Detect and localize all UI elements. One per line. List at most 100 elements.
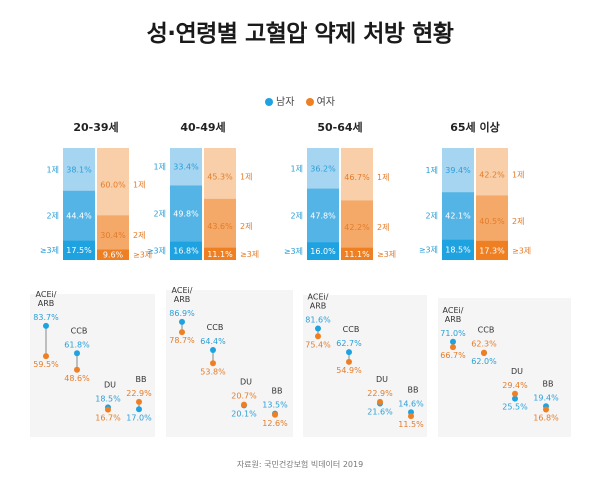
- bar-segment-female: [204, 148, 236, 199]
- category-label-male: 1제: [291, 164, 303, 173]
- bar-label-male: 16.8%: [173, 247, 199, 256]
- dumbbell-label-female: 78.7%: [169, 336, 195, 345]
- bar-label-female: 17.3%: [479, 246, 505, 255]
- bar-segment-female: [341, 200, 373, 248]
- category-label-male: ≥3제: [147, 247, 166, 256]
- dumbbell-label-male: 17.0%: [126, 413, 152, 422]
- category-label-female: 1제: [512, 171, 524, 180]
- dumbbell-point-female: [450, 344, 456, 351]
- legend-item-female: 여자: [305, 93, 335, 108]
- dumbbell-point-female: [241, 401, 247, 408]
- dumbbell-label-female: 29.4%: [502, 381, 528, 390]
- legend: 남자 여자: [0, 93, 600, 108]
- bar-label-male: 42.1%: [445, 212, 471, 221]
- category-label-female: 2제: [240, 222, 252, 231]
- drug-class-label: DU: [376, 375, 388, 384]
- category-label-female: 1제: [377, 173, 389, 182]
- dumbbell-label-male: 71.0%: [440, 329, 466, 338]
- dumbbell-label-male: 83.7%: [33, 313, 59, 322]
- dumbbell-panel-bg: [438, 298, 571, 437]
- dumbbell-label-male: 64.4%: [200, 337, 226, 346]
- bar-label-male: 38.1%: [66, 165, 92, 174]
- drug-class-label: ARB: [445, 315, 462, 324]
- bar-segment-female: [204, 198, 236, 248]
- drug-class-label: BB: [543, 379, 554, 388]
- drug-class-label: ACEi/: [443, 306, 464, 315]
- dumbbell-label-male: 21.6%: [367, 408, 393, 417]
- category-label-male: 1제: [426, 166, 438, 175]
- category-label-female: 2제: [133, 231, 145, 240]
- bar-label-female: 42.2%: [479, 171, 505, 180]
- dumbbell-label-male: 20.1%: [231, 409, 257, 418]
- dumbbell-label-male: 86.9%: [169, 309, 195, 318]
- dumbbell-panel-bg: [166, 290, 293, 437]
- dumbbell-point-male: [346, 349, 352, 356]
- dumbbell-label-female: 75.4%: [305, 340, 331, 349]
- category-label-male: ≥3제: [419, 246, 438, 255]
- bar-label-female: 9.6%: [103, 251, 124, 260]
- dumbbell-point-male: [179, 318, 185, 325]
- dumbbell-point-female: [377, 398, 383, 405]
- dumbbell-label-male: 13.5%: [262, 401, 288, 410]
- bar-segment-male: [307, 148, 339, 189]
- age-group-title: 65세 이상: [450, 120, 500, 134]
- drug-class-label: DU: [511, 367, 523, 376]
- dumbbell-label-female: 62.3%: [471, 340, 497, 349]
- dumbbell-point-female: [105, 406, 111, 413]
- bar-segment-male: [442, 239, 474, 260]
- dumbbell-panel-bg: [303, 295, 427, 437]
- category-label-male: 2제: [426, 212, 438, 221]
- bar-label-female: 30.4%: [100, 231, 126, 240]
- dumbbell-label-male: 14.6%: [398, 399, 424, 408]
- category-label-female: 2제: [512, 217, 524, 226]
- dumbbell-label-male: 19.4%: [533, 393, 559, 402]
- category-label-male: 2제: [291, 211, 303, 220]
- bar-label-male: 39.4%: [445, 166, 471, 175]
- dumbbell-point-female: [272, 411, 278, 418]
- bar-label-male: 33.4%: [173, 163, 199, 172]
- bar-label-male: 36.2%: [310, 164, 336, 173]
- bar-label-female: 45.3%: [207, 172, 233, 181]
- dumbbell-point-male: [43, 322, 49, 329]
- legend-swatch-male: [265, 98, 273, 106]
- drug-class-label: ACEi/: [172, 286, 193, 295]
- dumbbell-point-female: [43, 353, 49, 360]
- dumbbell-point-female: [179, 329, 185, 336]
- category-label-male: 1제: [47, 165, 59, 174]
- bar-label-female: 11.1%: [344, 250, 370, 259]
- bar-label-male: 17.5%: [66, 246, 92, 255]
- dumbbell-label-male: 25.5%: [502, 403, 528, 412]
- bar-segment-female: [341, 247, 373, 260]
- bar-label-female: 42.2%: [344, 223, 370, 232]
- drug-class-label: ARB: [310, 302, 327, 311]
- drug-class-label: CCB: [71, 326, 88, 335]
- chart-title: 성·연령별 고혈압 약제 처방 현황: [146, 21, 454, 47]
- dumbbell-label-female: 22.9%: [367, 389, 393, 398]
- category-label-male: ≥3제: [40, 246, 59, 255]
- bar-segment-male: [63, 190, 95, 241]
- category-label-male: ≥3제: [284, 247, 303, 256]
- bar-label-female: 40.5%: [479, 217, 505, 226]
- legend-label-female: 여자: [316, 97, 335, 108]
- age-group-title: 40-49세: [180, 120, 225, 134]
- drug-class-label: CCB: [478, 326, 495, 335]
- dumbbell-label-female: 54.9%: [336, 366, 362, 375]
- dumbbell-label-male: 61.8%: [64, 340, 90, 349]
- drug-class-label: ACEi/: [308, 293, 329, 302]
- bar-segment-female: [204, 247, 236, 260]
- category-label-male: 2제: [154, 209, 166, 218]
- age-group-title: 50-64세: [317, 120, 362, 134]
- drug-class-label: ARB: [38, 299, 55, 308]
- category-label-female: ≥3제: [512, 246, 531, 255]
- dumbbell-label-male: 62.7%: [336, 339, 362, 348]
- dumbbell-label-female: 22.9%: [126, 389, 152, 398]
- bar-segment-male: [170, 241, 202, 260]
- dumbbell-point-male: [315, 325, 321, 332]
- bar-segment-female: [97, 249, 129, 260]
- category-label-female: 1제: [240, 172, 252, 181]
- legend-label-male: 남자: [276, 97, 295, 108]
- dumbbell-point-male: [136, 406, 142, 413]
- dumbbell-label-female: 53.8%: [200, 367, 226, 376]
- dumbbell-label-female: 48.6%: [64, 374, 90, 383]
- dumbbell-label-female: 16.8%: [533, 414, 559, 423]
